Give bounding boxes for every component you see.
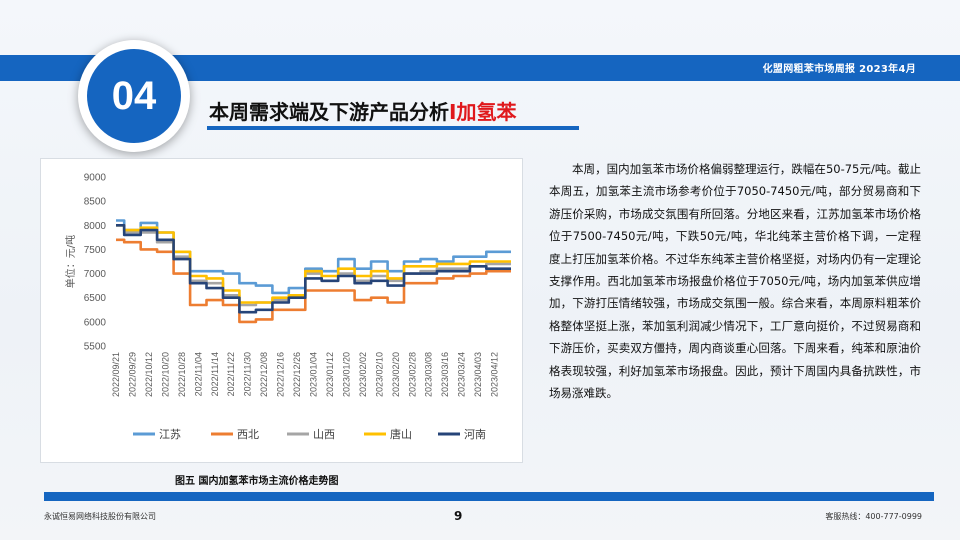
x-tick-label: 2023/02/28: [407, 352, 417, 397]
x-tick-label: 2023/03/16: [440, 352, 450, 397]
series-line-1: [116, 238, 511, 324]
y-tick-label: 6500: [84, 293, 107, 304]
x-tick-label: 2023/04/12: [490, 352, 500, 397]
x-tick-label: 2022/10/28: [177, 352, 187, 397]
series-line-4: [116, 224, 511, 314]
x-tick-label: 2022/12/16: [276, 352, 286, 397]
footer-bar: [44, 492, 934, 501]
section-title-main: 本周需求端及下游产品分析: [209, 100, 449, 124]
title-underline: [207, 126, 579, 130]
y-tick-label: 6000: [84, 317, 107, 328]
x-tick-label: 2022/09/29: [127, 352, 137, 397]
section-number-badge: 04: [78, 40, 190, 152]
y-tick-label: 5500: [84, 342, 107, 353]
legend-label-1: 西北: [237, 428, 259, 441]
x-tick-label: 2023/02/10: [374, 352, 384, 397]
y-axis-label: 单位：元/吨: [64, 235, 77, 288]
price-trend-chart: 5500 6000 6500 7000 7500 8000 8500 9000 单位：元/吨 20…: [40, 158, 523, 463]
x-tick-label: 2022/12/08: [259, 352, 269, 397]
chart-caption: 图五 国内加氢苯市场主流价格走势图: [175, 476, 339, 487]
x-tick-label: 2022/11/22: [226, 352, 236, 396]
x-tick-label: 2023/01/04: [309, 352, 319, 397]
x-tick-label: 2023/01/12: [325, 352, 335, 397]
x-tick-label: 2023/03/24: [457, 352, 467, 397]
page-number: 9: [454, 509, 463, 523]
legend-label-0: 江苏: [159, 428, 181, 441]
y-tick-label: 8000: [84, 221, 107, 232]
chart-svg: 5500 6000 6500 7000 7500 8000 8500 9000 单位：元/吨 20…: [64, 173, 511, 441]
x-tick-label: 2022/10/20: [160, 352, 170, 397]
x-tick-label: 2023/02/20: [391, 352, 401, 397]
x-tick-label: 2022/09/21: [111, 352, 121, 397]
legend-label-2: 山西: [313, 428, 335, 441]
x-tick-label: 2022/11/30: [243, 352, 253, 396]
x-tick-label: 2022/11/14: [210, 352, 220, 396]
x-tick-label: 2023/01/20: [341, 352, 351, 397]
section-number: 04: [87, 49, 181, 143]
report-label: 化盟网粗苯市场周报 2023年4月: [762, 64, 916, 75]
analysis-text: 本周，国内加氢苯市场价格偏弱整理运行，跌幅在50-75元/吨。截止本周五，加氢苯…: [549, 162, 921, 401]
x-tick-label: 2023/03/08: [424, 352, 434, 397]
footer-hotline: 客服热线：400-777-0999: [825, 512, 922, 521]
section-title: 本周需求端及下游产品分析I加氢苯: [209, 96, 516, 125]
x-tick-label: 2023/04/03: [473, 352, 483, 397]
y-tick-label: 7000: [84, 269, 107, 280]
y-tick-label: 7500: [84, 245, 107, 256]
section-title-accent: I加氢苯: [449, 100, 517, 124]
footer-company: 永诚恒易网络科技股份有限公司: [44, 512, 156, 521]
legend-label-4: 河南: [464, 428, 486, 441]
x-tick-label: 2022/11/04: [193, 352, 203, 396]
y-tick-label: 8500: [84, 197, 107, 208]
legend-label-3: 唐山: [390, 427, 412, 441]
x-tick-label: 2022/10/12: [144, 352, 154, 397]
x-tick-label: 2022/12/26: [292, 352, 302, 397]
y-tick-label: 9000: [84, 173, 107, 184]
x-tick-label: 2023/02/02: [358, 352, 368, 397]
